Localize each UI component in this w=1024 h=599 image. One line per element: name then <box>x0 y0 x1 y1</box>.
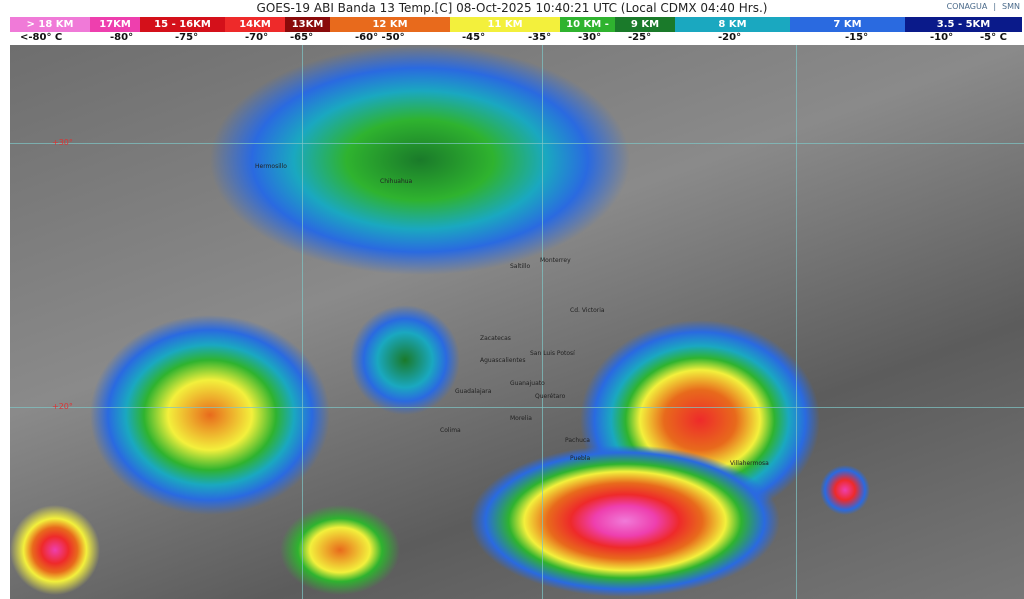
city-label: Hermosillo <box>255 163 287 170</box>
city-label: Puebla <box>570 455 591 462</box>
city-label: San Luis Potosí <box>530 350 575 357</box>
parallel <box>10 407 1024 408</box>
temperature-label: -80° <box>110 32 134 43</box>
legend-segment: > 18 KM <box>10 17 90 32</box>
legend-segment: 10 KM - <box>560 17 615 32</box>
legend-segment: 13KM <box>285 17 330 32</box>
temperature-label: -35° <box>528 32 552 43</box>
legend-segment: 17KM <box>90 17 140 32</box>
legend-segment: 3.5 - 5KM <box>905 17 1022 32</box>
cloud-west-mexico <box>350 305 460 415</box>
legend-segment: 11 KM <box>450 17 560 32</box>
temperature-label: -30° <box>578 32 602 43</box>
legend-segment: 14KM <box>225 17 285 32</box>
storm-pacific-south <box>470 445 780 597</box>
color-scale-bar: > 18 KM 17KM 15 - 16KM 14KM 13KM 12 KM 11 KM 10… <box>10 17 1022 32</box>
logos: CONAGUA | SMN <box>946 2 1020 11</box>
image-title: GOES-19 ABI Banda 13 Temp.[C] 08-Oct-202… <box>256 1 768 15</box>
legend-segment: 8 KM <box>675 17 790 32</box>
storm-sw <box>10 505 100 595</box>
city-label: Guanajuato <box>510 380 545 387</box>
temperature-label: -5° C <box>980 32 1007 43</box>
hurricane <box>90 315 330 515</box>
legend-segment: 9 KM <box>615 17 675 32</box>
parallel <box>10 143 1024 144</box>
meridian <box>302 45 303 599</box>
city-label: Villahermosa <box>730 460 769 467</box>
city-label: Querétaro <box>535 393 566 400</box>
city-label: Colima <box>440 427 461 434</box>
legend-segment: 7 KM <box>790 17 905 32</box>
cloud-band-nw <box>210 45 630 275</box>
city-label: Monterrey <box>540 257 571 264</box>
temperature-label: -20° <box>718 32 742 43</box>
city-label: Cd. Victoria <box>570 307 605 314</box>
temperature-label: -60° -50° <box>355 32 405 43</box>
storm-caribbean <box>820 465 870 515</box>
temperature-label: -45° <box>462 32 486 43</box>
legend-segment: 12 KM <box>330 17 450 32</box>
temperature-label: -25° <box>628 32 652 43</box>
temperature-label: -70° <box>245 32 269 43</box>
satellite-map: +30° +20° Hermosillo Chihuahua Monterrey Sa… <box>10 45 1024 599</box>
latitude-label: +20° <box>52 402 73 411</box>
storm-mid <box>280 505 400 595</box>
smn-logo: SMN <box>1002 2 1020 11</box>
city-label: Zacatecas <box>480 335 511 342</box>
legend-segment: 15 - 16KM <box>140 17 225 32</box>
city-label: Saltillo <box>510 263 531 270</box>
temperature-label: -75° <box>175 32 199 43</box>
temperature-label: -10° <box>930 32 954 43</box>
city-label: Aguascalientes <box>480 357 526 364</box>
meridian <box>796 45 797 599</box>
temperature-label: <-80° C <box>20 32 63 43</box>
temperature-label: -65° <box>290 32 314 43</box>
temperature-scale: <-80° C -80° -75° -70° -65° -60° -50° -45° -35°… <box>0 32 1024 45</box>
temperature-label: -15° <box>845 32 869 43</box>
city-label: Guadalajara <box>455 388 492 395</box>
city-label: Pachuca <box>565 437 590 444</box>
city-label: Morelia <box>510 415 532 422</box>
meridian <box>542 45 543 599</box>
city-label: Chihuahua <box>380 178 413 185</box>
latitude-label: +30° <box>52 138 73 147</box>
conagua-logo: CONAGUA <box>946 2 988 11</box>
